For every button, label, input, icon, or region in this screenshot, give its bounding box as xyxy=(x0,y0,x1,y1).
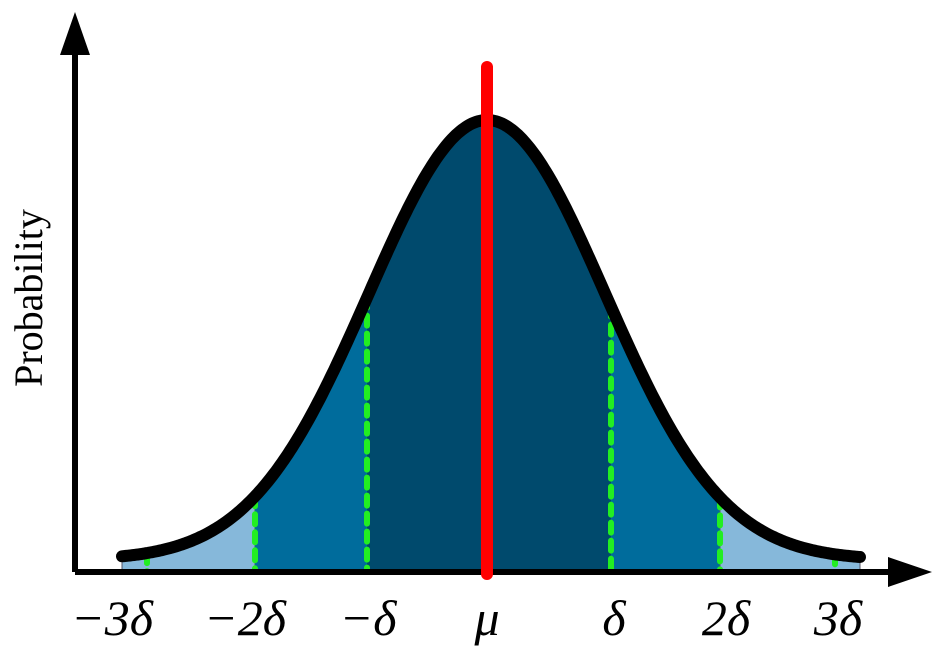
x-label: 3δ xyxy=(813,590,863,646)
y-arrow xyxy=(60,12,90,55)
x-labels: −3δ −2δ −δ μ δ 2δ 3δ xyxy=(71,590,863,646)
x-label: −2δ xyxy=(204,590,287,646)
x-label: μ xyxy=(473,590,499,646)
x-label: −δ xyxy=(340,590,398,646)
x-label: 2δ xyxy=(702,590,751,646)
x-label: δ xyxy=(602,590,626,646)
x-arrow xyxy=(888,557,932,587)
x-label: −3δ xyxy=(71,590,154,646)
y-axis-label: Probability xyxy=(6,209,51,387)
